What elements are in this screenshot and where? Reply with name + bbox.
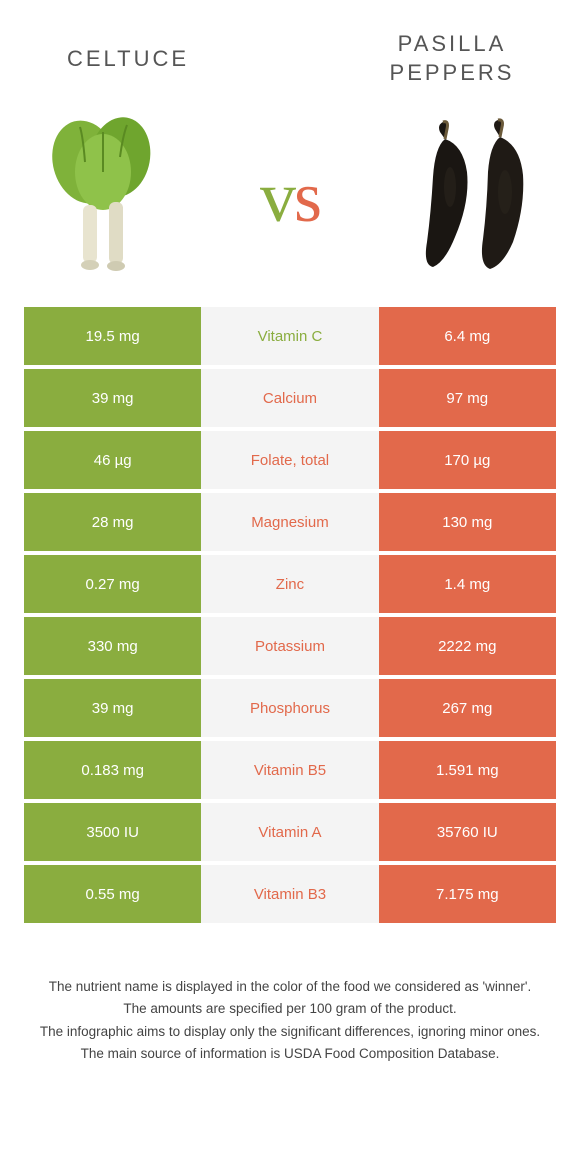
pasilla-image bbox=[390, 117, 550, 277]
footer-line-2: The amounts are specified per 100 gram o… bbox=[30, 999, 550, 1019]
value-left: 0.27 mg bbox=[24, 555, 201, 613]
table-row: 19.5 mgVitamin C6.4 mg bbox=[24, 307, 556, 365]
value-right: 35760 IU bbox=[379, 803, 556, 861]
value-right: 1.4 mg bbox=[379, 555, 556, 613]
table-row: 0.55 mgVitamin B37.175 mg bbox=[24, 865, 556, 923]
nutrient-name: Phosphorus bbox=[201, 679, 378, 737]
nutrient-name: Vitamin B3 bbox=[201, 865, 378, 923]
table-row: 3500 IUVitamin A35760 IU bbox=[24, 803, 556, 861]
value-left: 39 mg bbox=[24, 369, 201, 427]
footer-notes: The nutrient name is displayed in the co… bbox=[0, 927, 580, 1106]
nutrient-name: Magnesium bbox=[201, 493, 378, 551]
value-left: 39 mg bbox=[24, 679, 201, 737]
celtuce-image bbox=[30, 117, 190, 277]
value-left: 28 mg bbox=[24, 493, 201, 551]
food-title-right: Pasilla peppers bbox=[344, 30, 560, 87]
table-row: 0.183 mgVitamin B51.591 mg bbox=[24, 741, 556, 799]
value-right: 267 mg bbox=[379, 679, 556, 737]
value-right: 130 mg bbox=[379, 493, 556, 551]
table-row: 39 mgPhosphorus267 mg bbox=[24, 679, 556, 737]
infographic-container: Celtuce Pasilla peppers vs bbox=[0, 0, 580, 1106]
pasilla-icon bbox=[395, 117, 545, 277]
table-row: 39 mgCalcium97 mg bbox=[24, 369, 556, 427]
vs-v: v bbox=[260, 157, 294, 237]
images-row: vs bbox=[0, 107, 580, 307]
nutrient-name: Folate, total bbox=[201, 431, 378, 489]
value-right: 7.175 mg bbox=[379, 865, 556, 923]
value-right: 97 mg bbox=[379, 369, 556, 427]
nutrient-name: Zinc bbox=[201, 555, 378, 613]
vs-label: vs bbox=[260, 156, 320, 239]
value-left: 0.55 mg bbox=[24, 865, 201, 923]
nutrient-table: 19.5 mgVitamin C6.4 mg39 mgCalcium97 mg4… bbox=[0, 307, 580, 923]
nutrient-name: Potassium bbox=[201, 617, 378, 675]
nutrient-name: Calcium bbox=[201, 369, 378, 427]
table-row: 46 µgFolate, total170 µg bbox=[24, 431, 556, 489]
value-left: 19.5 mg bbox=[24, 307, 201, 365]
value-right: 1.591 mg bbox=[379, 741, 556, 799]
table-row: 330 mgPotassium2222 mg bbox=[24, 617, 556, 675]
celtuce-icon bbox=[35, 117, 185, 277]
table-row: 28 mgMagnesium130 mg bbox=[24, 493, 556, 551]
nutrient-name: Vitamin B5 bbox=[201, 741, 378, 799]
value-left: 3500 IU bbox=[24, 803, 201, 861]
value-right: 170 µg bbox=[379, 431, 556, 489]
value-right: 2222 mg bbox=[379, 617, 556, 675]
value-left: 0.183 mg bbox=[24, 741, 201, 799]
footer-line-4: The main source of information is USDA F… bbox=[30, 1044, 550, 1064]
header-titles: Celtuce Pasilla peppers bbox=[0, 0, 580, 107]
nutrient-name: Vitamin C bbox=[201, 307, 378, 365]
value-left: 46 µg bbox=[24, 431, 201, 489]
value-left: 330 mg bbox=[24, 617, 201, 675]
nutrient-name: Vitamin A bbox=[201, 803, 378, 861]
vs-s: s bbox=[294, 157, 320, 237]
value-right: 6.4 mg bbox=[379, 307, 556, 365]
footer-line-1: The nutrient name is displayed in the co… bbox=[30, 977, 550, 997]
footer-line-3: The infographic aims to display only the… bbox=[30, 1022, 550, 1042]
food-title-left: Celtuce bbox=[20, 46, 236, 72]
table-row: 0.27 mgZinc1.4 mg bbox=[24, 555, 556, 613]
